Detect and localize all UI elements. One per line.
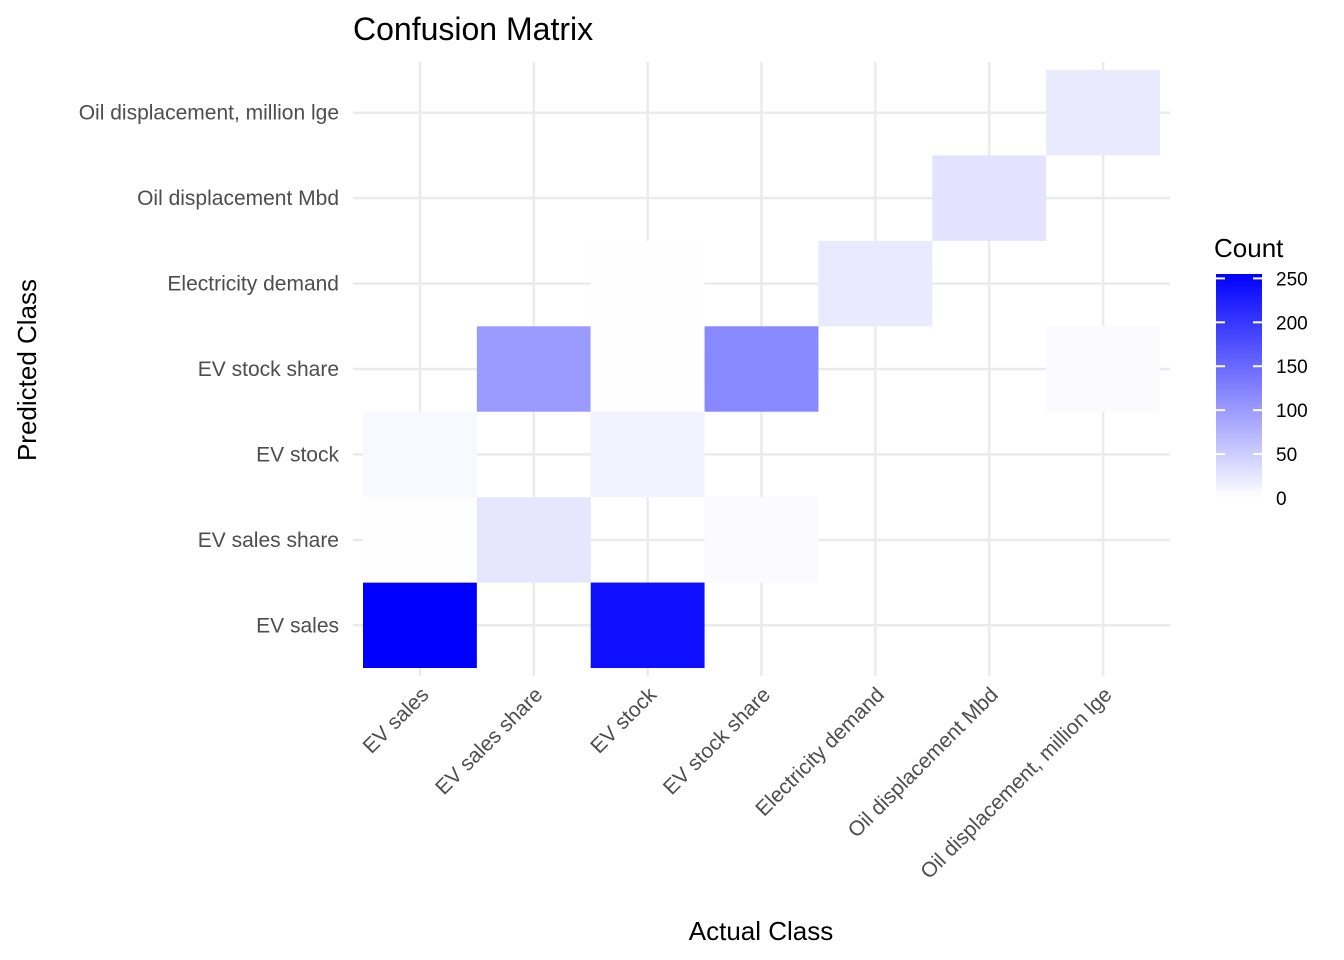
y-tick-labels: EV sales EV sales share EV stock EV stock s…: [79, 102, 340, 638]
y-tick-label: Electricity demand: [167, 273, 339, 296]
y-tick-label: EV stock share: [198, 358, 339, 381]
heatmap-cell: [590, 240, 705, 327]
x-axis-title: Actual Class: [689, 916, 834, 946]
x-tick-label: Oil displacement, million lge: [916, 683, 1116, 883]
color-legend: Count 0 50 100 150 200 250: [1214, 233, 1308, 510]
heatmap-cell: [704, 497, 819, 583]
y-tick-label: Oil displacement, million lge: [79, 102, 339, 125]
heatmap-cell: [363, 582, 477, 668]
heatmap-cell: [818, 240, 933, 327]
heatmap-cell: [476, 326, 591, 412]
legend-tick-label: 0: [1276, 489, 1287, 510]
heatmap-cell: [590, 326, 705, 412]
heatmap-cell: [932, 155, 1047, 241]
legend-tick-label: 200: [1276, 313, 1308, 334]
x-tick-label: EV stock share: [659, 683, 775, 799]
x-tick-label: EV stock: [586, 683, 661, 758]
y-tick-label: Oil displacement Mbd: [137, 187, 339, 210]
legend-tick-label: 250: [1276, 269, 1308, 290]
heatmap-cell: [1046, 326, 1160, 412]
heatmap-cell: [363, 497, 477, 583]
y-tick-label: EV sales share: [198, 529, 339, 552]
heatmap-cell: [590, 411, 705, 498]
chart-title: Confusion Matrix: [353, 11, 593, 47]
legend-tick-label: 100: [1276, 401, 1308, 422]
legend-tick-label: 50: [1276, 445, 1297, 466]
heatmap-cell: [1046, 70, 1160, 156]
heatmap-cell: [590, 582, 705, 668]
legend-tick-label: 150: [1276, 357, 1308, 378]
heatmap-cells: [363, 70, 1160, 668]
x-tick-label: EV sales share: [431, 683, 547, 799]
y-tick-label: EV sales: [256, 614, 339, 637]
y-tick-label: EV stock: [256, 443, 339, 466]
x-tick-label: EV sales: [359, 683, 434, 758]
heatmap-cell: [476, 497, 591, 583]
legend-title: Count: [1214, 233, 1284, 263]
legend-colorbar: [1216, 274, 1262, 498]
heatmap-cell: [704, 326, 819, 412]
heatmap-cell: [363, 411, 477, 498]
y-axis-title: Predicted Class: [12, 279, 42, 461]
